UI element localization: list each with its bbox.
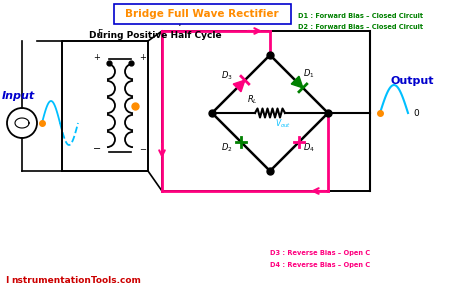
Text: $D_4$: $D_4$: [303, 141, 315, 153]
Polygon shape: [233, 80, 245, 92]
Text: −: −: [93, 144, 101, 154]
Polygon shape: [291, 76, 303, 88]
Text: Output: Output: [390, 76, 434, 86]
Text: Bridge Full Wave Rectifier: Bridge Full Wave Rectifier: [125, 9, 279, 19]
Text: I: I: [179, 18, 182, 28]
Text: I: I: [5, 276, 9, 285]
Text: D2 : Forward Bias – Closed Circuit: D2 : Forward Bias – Closed Circuit: [298, 24, 423, 30]
Text: nstrumentationTools.com: nstrumentationTools.com: [11, 276, 141, 285]
Text: Input: Input: [2, 91, 35, 101]
Text: +: +: [93, 53, 100, 62]
Text: 0: 0: [413, 109, 419, 118]
Text: During Positive Half Cycle: During Positive Half Cycle: [89, 31, 221, 40]
Text: $D_2$: $D_2$: [221, 141, 233, 153]
Text: $D_1$: $D_1$: [303, 67, 315, 79]
FancyBboxPatch shape: [114, 4, 291, 24]
Text: F: F: [98, 29, 102, 38]
Text: D4 : Reverse Bias – Open C: D4 : Reverse Bias – Open C: [270, 262, 370, 268]
Text: −: −: [139, 145, 146, 154]
Text: $R_L$: $R_L$: [246, 94, 257, 107]
Text: D3 : Reverse Bias – Open C: D3 : Reverse Bias – Open C: [270, 250, 370, 256]
Text: D1 : Forward Bias – Closed Circuit: D1 : Forward Bias – Closed Circuit: [298, 13, 423, 19]
Text: $V_{out}$: $V_{out}$: [275, 117, 291, 129]
Text: $D_3$: $D_3$: [221, 70, 233, 83]
Text: +: +: [139, 53, 146, 62]
